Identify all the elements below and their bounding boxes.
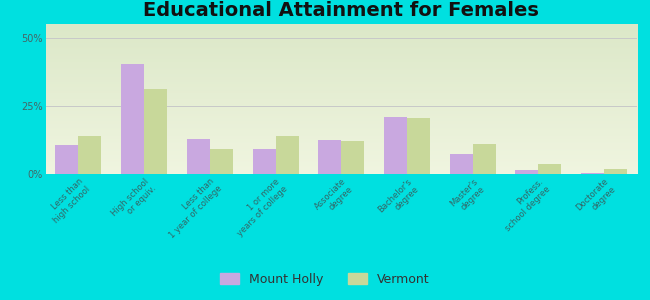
Bar bbox=[79, 136, 101, 174]
Bar bbox=[210, 149, 233, 174]
Bar bbox=[144, 89, 167, 174]
Bar bbox=[318, 140, 341, 174]
Bar bbox=[538, 164, 562, 174]
Bar bbox=[473, 144, 496, 174]
Bar bbox=[384, 117, 407, 174]
Bar bbox=[604, 169, 627, 174]
Legend: Mount Holly, Vermont: Mount Holly, Vermont bbox=[215, 268, 435, 291]
Bar bbox=[581, 172, 604, 174]
Bar bbox=[515, 170, 538, 174]
Bar bbox=[121, 64, 144, 174]
Bar bbox=[252, 149, 276, 174]
Title: Educational Attainment for Females: Educational Attainment for Females bbox=[143, 1, 540, 20]
Bar bbox=[407, 118, 430, 174]
Bar bbox=[450, 154, 473, 174]
Bar bbox=[341, 141, 364, 174]
Bar bbox=[187, 139, 210, 174]
Bar bbox=[276, 136, 298, 174]
Bar bbox=[55, 146, 79, 174]
